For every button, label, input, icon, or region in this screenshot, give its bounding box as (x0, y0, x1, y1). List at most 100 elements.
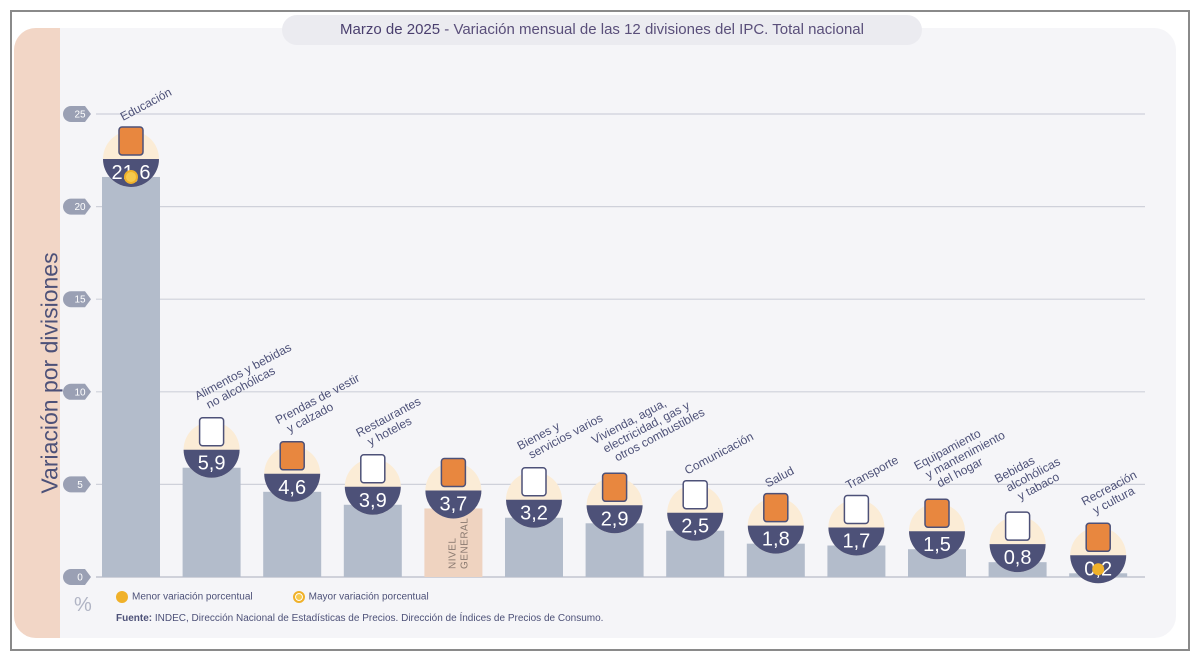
value-label: 4,6 (278, 477, 306, 499)
y-tick-tag (63, 569, 91, 585)
value-badge (425, 490, 482, 519)
value-badge (909, 531, 965, 560)
title-date: Marzo de 2025 (340, 21, 441, 38)
title-text: - Variación mensual de las 12 divisiones… (440, 21, 864, 38)
general-bar-label-line: GENERAL (459, 518, 470, 569)
min-dot (1092, 563, 1105, 576)
icon-shape (1085, 522, 1111, 553)
bar (424, 508, 483, 577)
category-label: Bebidasalcohólicasy tabaco (992, 443, 1069, 509)
value-label: 3,7 (439, 493, 467, 515)
icon-shape (118, 126, 144, 156)
legend-menor-text: Menor variación porcentual (132, 591, 253, 603)
value-badge (586, 505, 643, 534)
bar (182, 467, 241, 577)
notebook-icon (118, 126, 144, 156)
y-tick-tag (63, 106, 91, 122)
restaurant-icon (360, 454, 386, 484)
first-aid-icon (763, 492, 789, 523)
menor-dot-icon (116, 591, 128, 603)
food-icon (198, 416, 225, 447)
value-label: 2,5 (681, 516, 709, 538)
value-badge (828, 527, 885, 556)
legend-menor: Menor variación porcentual (116, 591, 253, 603)
category-label: Bienes yservicios varios (515, 399, 605, 464)
value-label: 1,8 (762, 529, 790, 551)
source-label: Fuente: (116, 613, 153, 624)
value-label: 3,9 (359, 490, 387, 512)
lightbulb-icon (601, 472, 628, 503)
unit-label: % (74, 594, 92, 616)
value-badge (183, 449, 240, 478)
y-tick-tag (63, 383, 91, 400)
icon-shape (1004, 511, 1031, 541)
source-note: Fuente: INDEC, Dirección Nacional de Est… (116, 613, 603, 624)
icon-shape (360, 454, 386, 484)
basket-icon (440, 457, 467, 488)
bar (263, 491, 322, 577)
category-label-line: Salud (763, 464, 797, 491)
value-badge (344, 486, 401, 515)
y-tick-label: 25 (74, 110, 86, 121)
bus-icon (843, 494, 870, 525)
y-tick-tag (63, 476, 91, 493)
legend-mayor: Mayor variación porcentual (292, 591, 429, 603)
mayor-dot-icon (292, 591, 305, 603)
icon-shape (843, 494, 870, 525)
category-label: Salud (763, 464, 797, 491)
value-badge (264, 473, 321, 502)
category-label-line: Comunicación (682, 429, 756, 477)
category-label: Vivienda, agua,electricidad, gas yotros … (589, 382, 707, 470)
value-badge (747, 525, 804, 554)
y-tick-tag (63, 198, 91, 215)
y-tick-label: 5 (77, 480, 83, 491)
beach-umbrella-icon (1085, 522, 1111, 553)
value-label: 1,5 (923, 534, 951, 556)
icon-shape (682, 479, 708, 510)
comb-scissors-icon (521, 466, 547, 497)
y-tick-tag (63, 291, 91, 308)
y-tick-label: 20 (74, 202, 86, 213)
source-text: INDEC, Dirección Nacional de Estadística… (152, 613, 604, 624)
category-label: Alimentos y bebidasno alcohólicas (192, 340, 299, 414)
category-label: Comunicación (682, 429, 756, 477)
max-dot (124, 169, 138, 184)
value-badge (667, 512, 724, 541)
category-label: Transporte (843, 453, 901, 493)
icon-shape (198, 416, 225, 447)
value-label: 1,7 (842, 531, 870, 553)
side-stripe (14, 28, 60, 638)
clothes-icon (279, 441, 305, 471)
icon-shape (440, 457, 467, 488)
bar (102, 176, 160, 577)
category-label: Restaurantesy hoteles (354, 394, 430, 451)
category-label: Recreacióny cultura (1079, 468, 1145, 520)
value-badge (506, 499, 562, 528)
bottle-icon (1004, 511, 1031, 541)
value-badge (989, 544, 1046, 573)
chart-title: Marzo de 2025 - Variación mensual de las… (282, 15, 922, 45)
general-bar-label: NIVELGENERAL (447, 518, 470, 569)
general-bar-label-line: NIVEL (447, 538, 458, 569)
icon-shape (763, 492, 789, 523)
phone-icon (682, 479, 708, 510)
legend: Menor variación porcentual Mayor variaci… (116, 591, 429, 603)
value-label: 2,9 (601, 508, 629, 530)
appliance-icon (924, 498, 950, 528)
value-label: 5,9 (198, 453, 226, 475)
y-tick-label: 15 (74, 295, 86, 306)
category-label-line: Educación (118, 85, 174, 124)
icon-shape (279, 441, 305, 471)
y-tick-label: 0 (77, 573, 83, 584)
icon-shape (521, 466, 547, 497)
category-label: Educación (118, 85, 174, 124)
value-label: 3,2 (520, 503, 548, 525)
legend-mayor-text: Mayor variación porcentual (308, 591, 429, 603)
bar (343, 504, 402, 577)
icon-shape (924, 498, 950, 528)
category-label-line: Transporte (843, 453, 901, 493)
y-tick-label: 10 (74, 387, 86, 398)
icon-shape (601, 472, 628, 503)
value-label: 0,8 (1004, 547, 1032, 569)
